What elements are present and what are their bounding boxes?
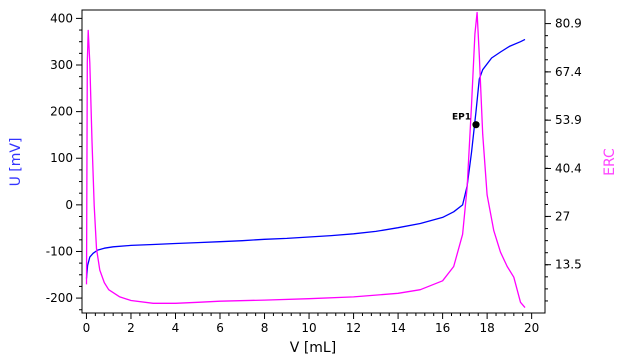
y-tick-label: 0 [65,198,73,212]
y-tick-label: 100 [50,151,73,165]
y-tick-label: 400 [50,11,73,25]
x-tick-label: 10 [301,321,316,335]
plot-frame [81,9,546,314]
x-axis-label: V [mL] [290,340,336,356]
x-tick-label: 8 [261,321,269,335]
y-tick-label: -200 [46,291,73,305]
y2-tick-label: 53.9 [555,113,582,127]
y-tick-label: -100 [46,244,73,258]
y-axis-label: U [mV] [8,138,24,187]
x-tick-label: 20 [524,321,539,335]
y2-tick-label: 40.4 [555,161,582,175]
x-tick-label: 16 [435,321,450,335]
y-tick-label: 300 [50,58,73,72]
right-axis-ticks: 13.5 27 40.4 53.9 67.4 80.9 [545,17,582,302]
annotation-layer: EP1 [452,113,480,129]
bottom-axis-ticks: 0 2 4 6 8 10 12 14 16 18 20 [83,313,539,335]
left-axis-ticks: -200 -100 0 100 200 300 400 [46,11,82,311]
x-tick-label: 2 [127,321,135,335]
potential-series-line [85,38,526,279]
y2-tick-label: 27 [555,209,570,223]
erc-series-line [85,11,526,309]
y2-axis-label: ERC [602,148,618,176]
x-tick-label: 4 [172,321,180,335]
y2-tick-label: 13.5 [555,258,582,272]
x-tick-label: 14 [390,321,405,335]
series-layer [85,11,526,309]
y-tick-label: 200 [50,105,73,119]
endpoint-label: EP1 [452,113,471,123]
y2-tick-label: 67.4 [555,65,582,79]
x-tick-label: 6 [216,321,224,335]
y2-tick-label: 80.9 [555,17,582,31]
endpoint-marker [472,121,480,129]
x-tick-label: 18 [479,321,494,335]
x-tick-label: 0 [83,321,91,335]
x-tick-label: 12 [346,321,361,335]
